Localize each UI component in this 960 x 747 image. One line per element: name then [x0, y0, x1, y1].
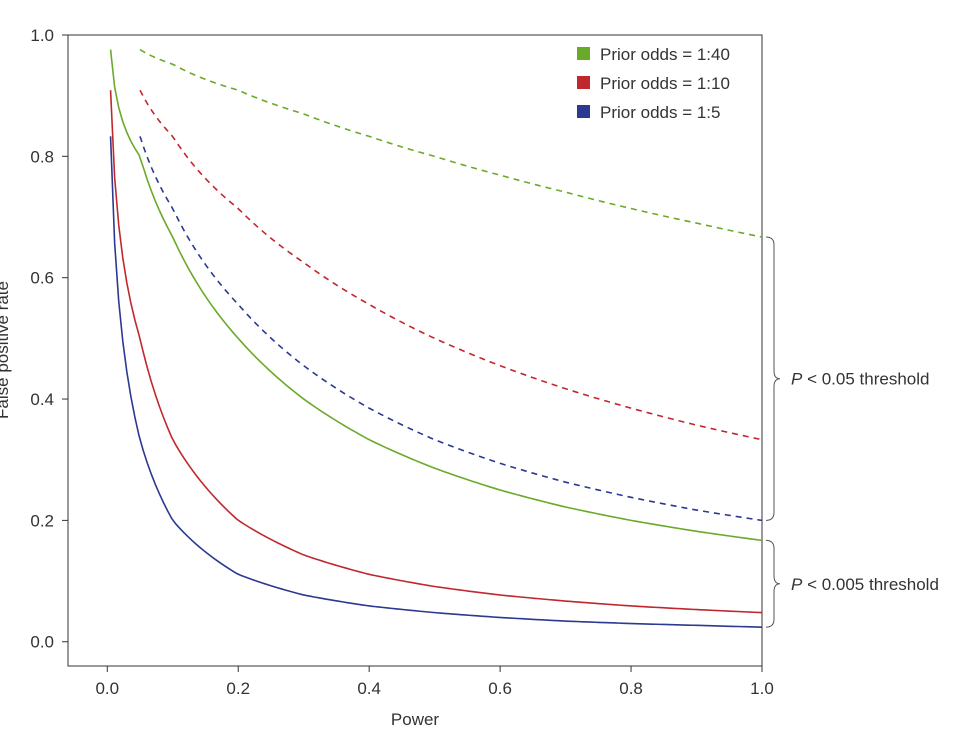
annotation-p0005-rest: < 0.005 threshold — [802, 575, 939, 594]
legend: Prior odds = 1:40 Prior odds = 1:10 Prio… — [577, 45, 730, 122]
y-tick-label: 0.0 — [30, 633, 54, 652]
legend-label-1-5: Prior odds = 1:5 — [600, 103, 721, 122]
x-axis-title: Power — [391, 710, 440, 729]
y-tick-label: 0.4 — [30, 390, 54, 409]
legend-label-1-40: Prior odds = 1:40 — [600, 45, 730, 64]
x-tick-label: 0.0 — [95, 679, 119, 698]
series-line-dashed-2 — [139, 136, 763, 522]
series-line-dashed-1 — [139, 89, 763, 441]
y-axis-ticks: 0.0 0.2 0.4 0.6 0.8 1.0 — [30, 26, 68, 652]
annotation-p005-rest: < 0.05 threshold — [802, 370, 929, 389]
series-line-dashed-0 — [139, 48, 763, 238]
x-tick-label: 0.8 — [619, 679, 643, 698]
annotation-p0005-threshold: P < 0.005 threshold — [791, 575, 939, 594]
y-tick-label: 0.6 — [30, 269, 54, 288]
series-line-solid-5 — [109, 136, 763, 628]
legend-swatch-1-10 — [577, 76, 590, 89]
annotation-p005-threshold: P < 0.05 threshold — [791, 370, 929, 389]
brace-p005 — [765, 236, 781, 521]
x-tick-label: 1.0 — [750, 679, 774, 698]
legend-label-1-10: Prior odds = 1:10 — [600, 74, 730, 93]
plot-area-frame — [67, 34, 763, 667]
series-line-solid-3 — [109, 49, 763, 542]
legend-swatch-1-5 — [577, 105, 590, 118]
series-layer — [109, 48, 763, 628]
legend-swatch-1-40 — [577, 47, 590, 60]
brace-p0005 — [765, 539, 781, 628]
x-tick-label: 0.4 — [357, 679, 381, 698]
x-tick-label: 0.2 — [226, 679, 250, 698]
y-tick-label: 0.8 — [30, 147, 54, 166]
series-line-solid-4 — [109, 90, 763, 614]
y-axis-title: False positive rate — [0, 281, 12, 419]
annotation-p0005-italic: P — [791, 575, 803, 594]
annotation-p005-italic: P — [791, 370, 803, 389]
x-axis-ticks: 0.0 0.2 0.4 0.6 0.8 1.0 — [95, 666, 774, 698]
y-tick-label: 0.2 — [30, 511, 54, 530]
threshold-annotations: P < 0.05 threshold P < 0.005 threshold — [765, 236, 939, 628]
x-tick-label: 0.6 — [488, 679, 512, 698]
y-tick-label: 1.0 — [30, 26, 54, 45]
